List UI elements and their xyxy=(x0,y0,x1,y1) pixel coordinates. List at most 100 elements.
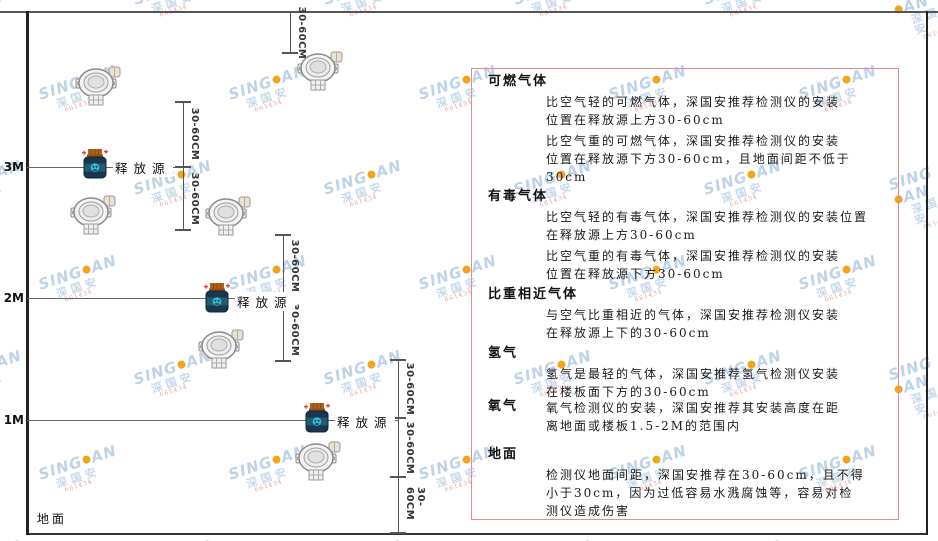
release-source-icon xyxy=(82,149,108,183)
release-source-label: 释放源 xyxy=(235,292,295,311)
watermark-code: 661434 xyxy=(922,24,938,41)
watermark-code: 661434 xyxy=(158,383,189,399)
section-paragraph-line: 小于30cm，因为过低容易水溅腐蚀等，容易对检 xyxy=(546,486,854,500)
dimension-label: 30-60CM xyxy=(289,303,300,357)
gas-detector-icon xyxy=(198,329,244,373)
section-paragraph-line: 比空气重的可燃气体，深国安推荐检测仪的安装 xyxy=(546,134,841,148)
watermark-dot-icon xyxy=(366,169,377,180)
watermark-brand-text: SINGAN xyxy=(0,0,24,8)
dimension-tick xyxy=(175,166,191,168)
watermark-brand-cn: 深国安 xyxy=(909,194,938,228)
watermark-code: 661434 xyxy=(348,3,379,19)
release-source-label: 释放源 xyxy=(335,412,395,431)
gas-detector-icon xyxy=(70,195,116,239)
section-paragraph: 与空气比重相近的气体，深国安推荐检测仪安装 在释放源上下的30-60cm xyxy=(546,306,898,342)
dimension-tick xyxy=(275,360,291,362)
watermark-dot-icon xyxy=(176,169,187,180)
dimension-tick xyxy=(282,52,298,54)
watermark-brand-cn: 深国安 xyxy=(0,369,7,396)
left-wall-line xyxy=(26,11,29,535)
watermark-brand-cn: 深国安 xyxy=(909,4,938,38)
height-label: 1M xyxy=(3,413,24,427)
section-paragraph: 检测仪地面间距，深国安推荐在30-60cm，且不得 小于30cm，因为过低容易水溅… xyxy=(546,466,898,520)
section-paragraph-line: 检测仪地面间距，深国安推荐在30-60cm，且不得 xyxy=(546,468,865,482)
watermark-code: 661434 xyxy=(922,404,938,421)
section-paragraph: 比空气轻的有毒气体，深国安推荐检测仪的安装位置 在释放源上方30-60cm xyxy=(546,208,898,244)
watermark-brand-text: SINGAN xyxy=(701,0,784,9)
section-paragraph-line: 在释放源上方30-60cm xyxy=(546,228,697,242)
panel-section: 地面检测仪地面间距，深国安推荐在30-60cm，且不得 小于30cm，因为过低容易… xyxy=(472,447,898,520)
watermark-brand-text: SINGAN xyxy=(886,0,938,19)
panel-section: 氢气氢气是最轻的气体，深国安推荐氢气检测仪安装 在楼板面下方的30-60cm xyxy=(472,346,898,401)
gas-detector-icon xyxy=(297,51,343,95)
watermark-code: 661434 xyxy=(348,383,379,399)
dimension-tick xyxy=(390,417,406,419)
gas-detector-icon xyxy=(295,441,341,485)
dimension-tick xyxy=(390,532,406,534)
section-paragraph-line: 氢气是最轻的气体，深国安推荐氢气检测仪安装 xyxy=(546,367,841,381)
section-paragraph-line: 在楼板面下方的30-60cm xyxy=(546,385,711,399)
ground-label: 地面 xyxy=(37,512,68,526)
height-label: 3M xyxy=(3,160,24,174)
watermark-brand-text: SINGAN xyxy=(0,346,25,372)
dimension-label: 30-60CM xyxy=(296,6,307,60)
watermark-dot-icon xyxy=(81,454,92,465)
watermark-code: 661434 xyxy=(538,3,569,19)
section-paragraph-line: 测仪造成伤害 xyxy=(546,504,631,518)
section-paragraph-line: 离地面或楼板1.5-2M的范围内 xyxy=(546,419,742,433)
section-paragraph: 比空气轻的可燃气体，深国安推荐检测仪的安装 位置在释放源上方30-60cm xyxy=(546,93,898,129)
gas-detector-icon xyxy=(205,196,251,240)
dimension-label: 30-60CM xyxy=(404,362,415,416)
section-paragraph-line: 与空气比重相近的气体，深国安推荐检测仪安装 xyxy=(546,308,841,322)
height-label: 2M xyxy=(3,291,24,305)
dimension-label: 30-60CM xyxy=(404,487,426,521)
watermark-code: 661434 xyxy=(728,3,759,19)
dimension-label: 30-60CM xyxy=(404,421,415,475)
watermark-dot-icon xyxy=(271,264,282,275)
watermark-code: 661434 xyxy=(63,478,94,494)
section-paragraph-line: 比空气轻的可燃气体，深国安推荐检测仪的安装 xyxy=(546,95,841,109)
section-paragraph-line: 30cm xyxy=(546,170,588,184)
dimension-label: 30-60CM xyxy=(189,172,200,226)
watermark-brand-cn: 深国安 xyxy=(0,179,7,206)
watermark-brand-cn: 深国安 xyxy=(909,384,938,418)
section-paragraph-line: 氧气检测仪的安装，深国安推荐其安装高度在距 xyxy=(546,401,841,415)
dimension-tick xyxy=(390,476,406,478)
section-heading: 比重相近气体 xyxy=(488,287,579,302)
watermark-code: 661434 xyxy=(158,3,189,19)
watermark-code: 661434 xyxy=(922,214,938,231)
section-heading: 氢气 xyxy=(488,346,519,361)
right-wall-line xyxy=(926,11,928,535)
watermark-brand-cn: 深国安 xyxy=(54,464,102,491)
section-paragraph-line: 在释放源上下的30-60cm xyxy=(546,326,711,340)
info-panel: 可燃气体 比空气轻的可燃气体，深国安推荐检测仪的安装 位置在释放源上方30-60cm… xyxy=(471,68,899,520)
gas-detector-icon xyxy=(75,66,121,110)
watermark-dot-icon xyxy=(271,454,282,465)
dimension-tick xyxy=(175,101,191,103)
section-paragraph-line: 位置在释放源下方30-60cm xyxy=(546,267,725,281)
dimension-line xyxy=(290,12,291,53)
section-heading: 地面 xyxy=(488,447,519,462)
section-paragraph-line: 位置在释放源上方30-60cm xyxy=(546,113,725,127)
section-paragraph: 比空气重的有毒气体，深国安推荐检测仪的安装 位置在释放源下方30-60cm xyxy=(546,247,898,283)
dimension-tick xyxy=(175,229,191,231)
dimension-tick xyxy=(275,234,291,236)
watermark-dot-icon xyxy=(366,359,377,370)
reference-line xyxy=(27,298,283,299)
section-paragraph: 比空气重的可燃气体，深国安推荐检测仪的安装 位置在释放源下方30-60cm，且地面… xyxy=(546,132,898,186)
release-source-icon xyxy=(204,283,230,317)
ceiling-line xyxy=(0,11,938,13)
panel-section: 可燃气体 比空气轻的可燃气体，深国安推荐检测仪的安装 位置在释放源上方30-60cm… xyxy=(472,74,898,186)
dimension-label: 30-60CM xyxy=(289,239,300,293)
panel-section: 氧气 氧气检测仪的安装，深国安推荐其安装高度在距 离地面或楼板1.5-2M的范围内 xyxy=(472,399,898,435)
reference-line xyxy=(27,420,398,421)
dimension-tick xyxy=(390,359,406,361)
